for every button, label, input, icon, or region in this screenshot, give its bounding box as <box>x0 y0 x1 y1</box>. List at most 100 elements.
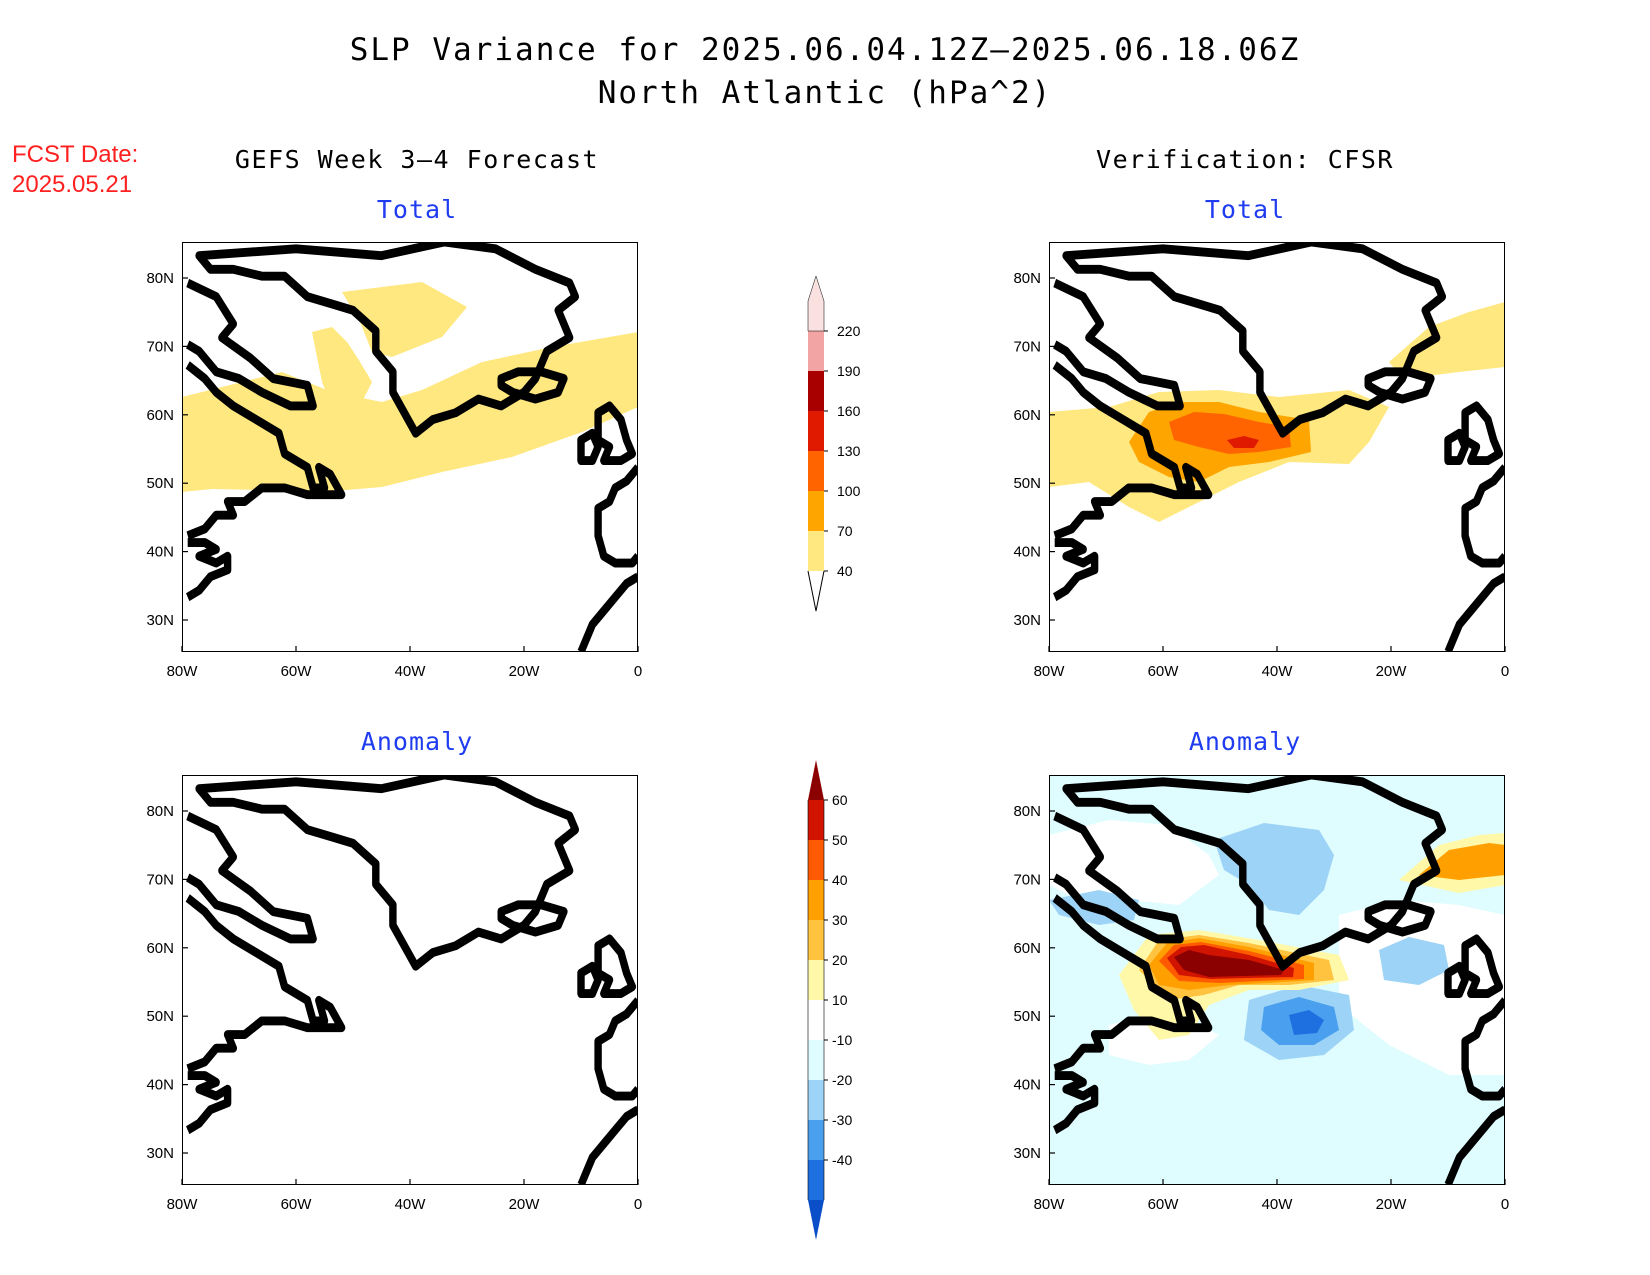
neg-anomaly-east <box>1379 937 1449 985</box>
lon-tick-label: 80W <box>1034 663 1066 680</box>
contour-40-ne-lobe <box>1389 302 1505 377</box>
lon-tick-label: 20W <box>509 663 541 680</box>
colorbar-total-swatch <box>808 491 824 531</box>
lat-tick-label: 70N <box>1013 338 1041 355</box>
lat-tick-label: 60N <box>1013 940 1041 957</box>
colorbar-total-label: 160 <box>837 403 861 419</box>
lon-tick-label: 0 <box>1501 1196 1509 1213</box>
lat-tick-label: 30N <box>146 1145 174 1162</box>
map-panel-gefs-total <box>182 242 638 652</box>
colorbar-anomaly-label: 30 <box>832 912 848 928</box>
contour-100-region <box>1169 412 1291 454</box>
lon-tick-label: 60W <box>1148 1196 1180 1213</box>
lat-tick-label: 30N <box>1013 1145 1041 1162</box>
lon-tick-label: 40W <box>1262 1196 1294 1213</box>
lon-tick-label: 80W <box>1034 1196 1066 1213</box>
colorbar-total-swatch <box>808 451 824 491</box>
colorbar-total-label: 100 <box>837 483 861 499</box>
colorbar-total-label: 130 <box>837 443 861 459</box>
colorbar-anomaly-swatch <box>808 800 824 840</box>
colorbar-anomaly-swatch <box>808 880 824 920</box>
lon-tick-label: 20W <box>1376 663 1408 680</box>
colorbar-anomaly-bottom-arrow <box>808 1200 824 1240</box>
colorbar-anomaly-top-arrow <box>808 760 824 800</box>
lat-tick-label: 50N <box>1013 1008 1041 1025</box>
colorbar-total-tail <box>807 570 825 612</box>
lat-tick-label: 60N <box>1013 407 1041 424</box>
lon-tick-label: 20W <box>1376 1196 1408 1213</box>
colorbar-total-swatch <box>808 371 824 411</box>
fcst-label: FCST Date: <box>12 141 138 168</box>
axes-layer: 80W 60W 40W 20W 0 80N 70N 60N 50N 40N 30N 80W 60W 40W… <box>146 270 1509 1213</box>
neg-anomaly-central-40 <box>1289 1010 1324 1035</box>
main-subtitle: North Atlantic (hPa^2) <box>598 75 1053 111</box>
lat-tick-label: 80N <box>146 803 174 820</box>
colorbar-total-label: 40 <box>837 563 853 579</box>
colorbar-total-label: 190 <box>837 363 861 379</box>
lon-tick-label: 0 <box>1501 663 1509 680</box>
colorbar-anomaly-swatch <box>808 1080 824 1120</box>
right-column-title: Verification: CFSR <box>1096 145 1394 174</box>
lon-tick-label: 40W <box>1262 663 1294 680</box>
lat-tick-label: 80N <box>146 270 174 287</box>
lat-tick-label: 30N <box>1013 612 1041 629</box>
lon-tick-label: 40W <box>395 663 427 680</box>
lat-tick-label: 80N <box>1013 270 1041 287</box>
colorbar-total-swatch <box>808 531 824 571</box>
lat-tick-label: 40N <box>146 544 174 561</box>
lat-tick-label: 40N <box>146 1077 174 1094</box>
lon-tick-label: 80W <box>167 663 199 680</box>
lat-tick-label: 50N <box>1013 475 1041 492</box>
panel-label-total-left: Total <box>377 195 457 224</box>
lon-tick-label: 60W <box>281 663 313 680</box>
lon-tick-label: 0 <box>634 663 642 680</box>
lat-tick-label: 50N <box>146 475 174 492</box>
colorbar-anomaly: 60 50 40 30 20 10 -10 -20 -30 -40 <box>807 760 852 1240</box>
lon-tick-label: 0 <box>634 1196 642 1213</box>
lon-tick-label: 20W <box>509 1196 541 1213</box>
lat-tick-label: 40N <box>1013 1077 1041 1094</box>
colorbar-anomaly-label: 20 <box>832 952 848 968</box>
left-column-title: GEFS Week 3–4 Forecast <box>235 145 599 174</box>
colorbar-anomaly-label: -40 <box>832 1152 852 1168</box>
colorbar-total-label: 220 <box>837 323 861 339</box>
lat-tick-label: 50N <box>146 1008 174 1025</box>
contour-130-region <box>1227 436 1259 448</box>
lat-tick-label: 70N <box>146 338 174 355</box>
colorbar-total-label: 70 <box>837 523 853 539</box>
colorbar-total: 40 70 100 130 160 190 220 <box>807 275 861 612</box>
colorbar-anomaly-label: 50 <box>832 832 848 848</box>
lat-tick-label: 80N <box>1013 803 1041 820</box>
fcst-date: 2025.05.21 <box>12 171 132 198</box>
colorbar-anomaly-label: 10 <box>832 992 848 1008</box>
colorbar-anomaly-label: -20 <box>832 1072 852 1088</box>
colorbar-total-swatch <box>807 275 825 332</box>
colorbar-anomaly-swatch <box>808 1000 824 1040</box>
colorbar-anomaly-label: -30 <box>832 1112 852 1128</box>
lat-tick-label: 60N <box>146 940 174 957</box>
colorbar-anomaly-swatch <box>808 840 824 880</box>
colorbar-anomaly-label: 60 <box>832 792 848 808</box>
colorbar-anomaly-swatch <box>808 1040 824 1080</box>
map-panel-cfsr-anomaly <box>1049 775 1505 1185</box>
neg-anomaly-greenland <box>1214 823 1334 915</box>
lat-tick-label: 30N <box>146 612 174 629</box>
lat-tick-label: 40N <box>1013 544 1041 561</box>
colorbar-total-swatch <box>808 411 824 451</box>
lon-tick-label: 60W <box>281 1196 313 1213</box>
lat-tick-label: 70N <box>1013 871 1041 888</box>
panel-label-total-right: Total <box>1205 195 1285 224</box>
colorbar-anomaly-swatch <box>808 920 824 960</box>
colorbar-total-swatch <box>808 331 824 371</box>
lon-tick-label: 80W <box>167 1196 199 1213</box>
pos-anomaly-ne-30 <box>1419 843 1505 880</box>
contour-40-davis-lobe <box>312 327 372 412</box>
lat-tick-label: 60N <box>146 407 174 424</box>
pos-anomaly-60 <box>1174 950 1284 977</box>
colorbar-anomaly-label: -10 <box>832 1032 852 1048</box>
panel-label-anomaly-left: Anomaly <box>361 727 473 756</box>
lon-tick-label: 60W <box>1148 663 1180 680</box>
main-title: SLP Variance for 2025.06.04.12Z–2025.06.… <box>350 32 1301 68</box>
colorbar-anomaly-swatch <box>808 1160 824 1200</box>
